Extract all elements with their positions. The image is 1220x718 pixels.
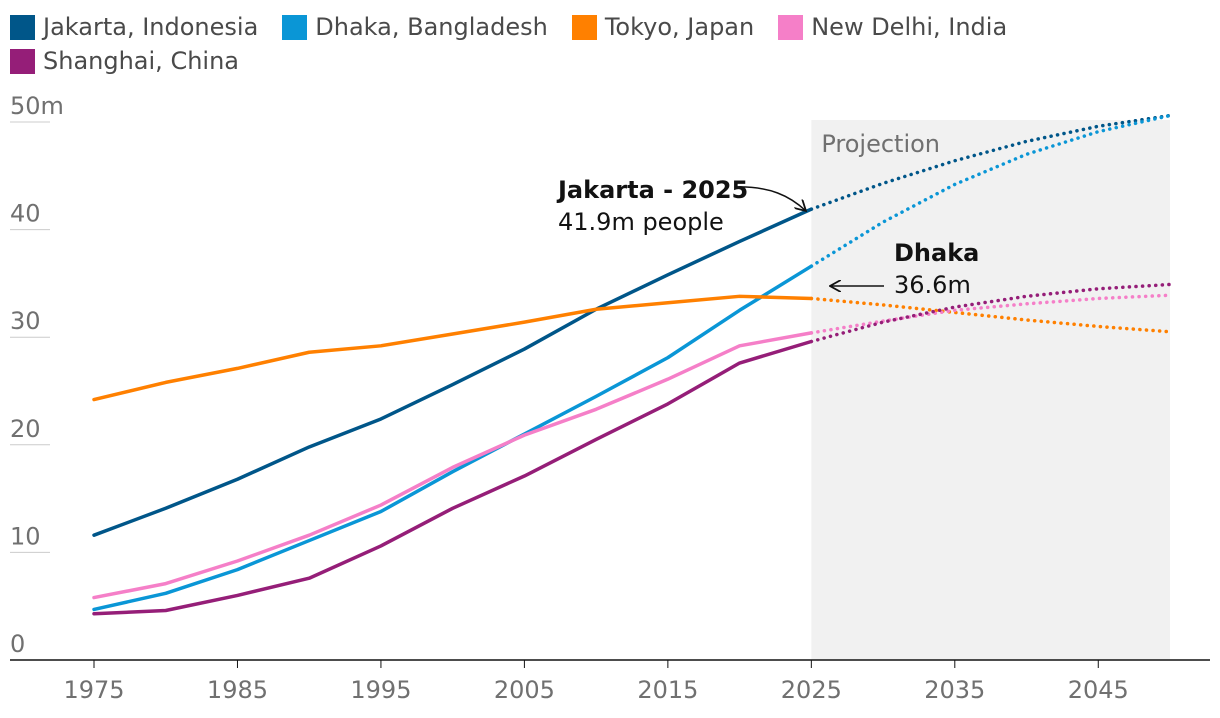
y-tick-label-50: 50m — [10, 92, 64, 120]
x-tick-label-2035: 2035 — [924, 676, 985, 704]
series-lines — [92, 113, 1172, 616]
x-axis: 1975 1985 1995 2005 2015 2025 2035 2045 — [10, 659, 1210, 704]
y-gridlines — [10, 121, 50, 553]
x-tick-label-1985: 1985 — [207, 676, 268, 704]
legend-swatch-new-delhi — [778, 14, 804, 40]
projection-shading — [811, 120, 1170, 660]
y-tick-label-40: 40 — [10, 200, 41, 228]
series-projection-shanghai — [809, 282, 1172, 344]
chart-legend: Jakarta, Indonesia Dhaka, Bangladesh Tok… — [10, 10, 1210, 78]
series-projection-tokyo — [809, 296, 1172, 334]
legend-item-tokyo: Tokyo, Japan — [571, 13, 755, 41]
x-tick-label-2015: 2015 — [637, 676, 698, 704]
annotations: Jakarta - 2025 41.9m people Dhaka 36.6m — [556, 176, 979, 299]
x-tick-label-2005: 2005 — [494, 676, 555, 704]
series-projection-dhaka — [809, 113, 1172, 268]
legend-swatch-dhaka — [282, 14, 308, 40]
legend-item-jakarta: Jakarta, Indonesia — [10, 13, 258, 41]
legend-swatch-jakarta — [10, 14, 35, 40]
x-tick-label-2025: 2025 — [781, 676, 842, 704]
x-tick-label-1975: 1975 — [63, 676, 124, 704]
y-tick-label-30: 30 — [10, 307, 41, 335]
legend-item-shanghai: Shanghai, China — [10, 47, 239, 75]
legend-row-2: Shanghai, China — [10, 44, 1210, 78]
legend-label-tokyo: Tokyo, Japan — [604, 13, 755, 41]
annotation-jakarta-value: 41.9m people — [558, 208, 724, 236]
legend-swatch-tokyo — [571, 14, 597, 40]
series-projection-new-delhi — [809, 293, 1172, 335]
annotation-dhaka-value: 36.6m — [894, 271, 971, 299]
series-line-dhaka — [92, 264, 814, 612]
annotation-jakarta-arrow — [734, 186, 806, 211]
legend-label-jakarta: Jakarta, Indonesia — [43, 13, 259, 41]
x-tick-label-1995: 1995 — [350, 676, 411, 704]
y-tick-label-20: 20 — [10, 415, 41, 443]
series-line-shanghai — [92, 339, 814, 616]
series-projection-jakarta — [809, 113, 1172, 211]
legend-label-shanghai: Shanghai, China — [43, 47, 239, 75]
series-line-jakarta — [92, 207, 814, 537]
legend-label-new-delhi: New Delhi, India — [811, 13, 1008, 41]
legend-swatch-shanghai — [10, 48, 35, 74]
y-tick-label-0: 0 — [10, 630, 25, 658]
legend-label-dhaka: Dhaka, Bangladesh — [315, 13, 548, 41]
legend-item-new-delhi: New Delhi, India — [778, 13, 1007, 41]
series-line-tokyo — [92, 294, 814, 402]
annotation-dhaka-title: Dhaka — [894, 239, 979, 267]
y-tick-label-10: 10 — [10, 522, 41, 550]
x-tick-label-2045: 2045 — [1068, 676, 1129, 704]
y-axis-labels: 0 10 20 30 40 50m — [10, 92, 64, 658]
legend-row-1: Jakarta, Indonesia Dhaka, Bangladesh Tok… — [10, 10, 1210, 44]
series-line-new-delhi — [92, 331, 814, 600]
annotation-jakarta-title: Jakarta - 2025 — [556, 176, 748, 204]
legend-item-dhaka: Dhaka, Bangladesh — [282, 13, 548, 41]
projection-label: Projection — [821, 130, 940, 158]
